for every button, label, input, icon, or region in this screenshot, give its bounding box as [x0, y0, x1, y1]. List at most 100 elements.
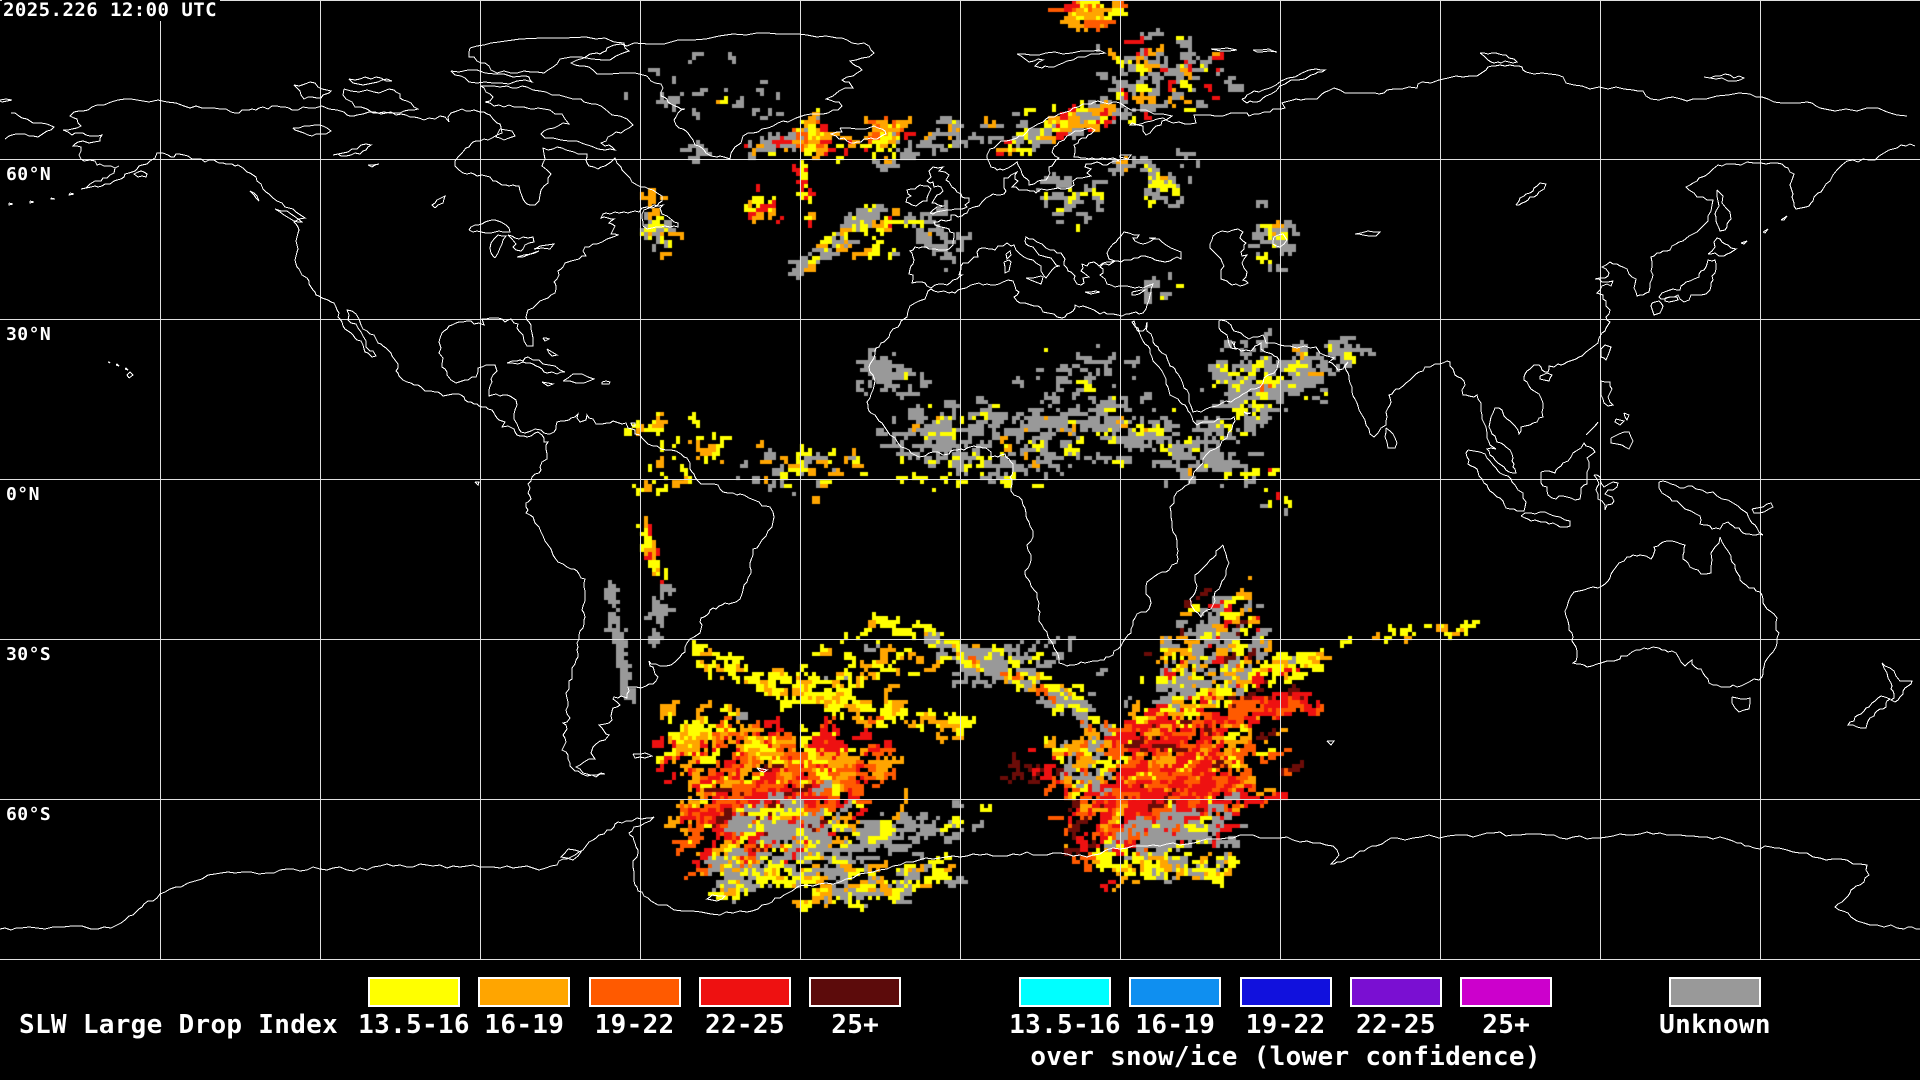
legend-swatch — [1239, 977, 1332, 1007]
legend-swatch — [588, 977, 681, 1007]
coast-sulawesi — [1593, 474, 1619, 511]
coast-sumatra — [1465, 449, 1527, 512]
coast-lake-baikal — [1515, 182, 1547, 206]
coast-aleut4 — [8, 202, 14, 206]
coast-samar — [1623, 412, 1630, 422]
coast-southampton — [495, 128, 516, 141]
coast-socotra — [1243, 411, 1252, 415]
coast-hainan — [1539, 372, 1553, 382]
coast-kyushu — [1650, 300, 1664, 316]
coast-galapagos — [474, 481, 480, 486]
coast-lake-ladoga — [1119, 154, 1132, 160]
coast-newsiberian — [1703, 73, 1746, 82]
coast-kerguelen — [1326, 740, 1335, 746]
coast-borneo — [1540, 442, 1596, 501]
coast-ireland — [905, 184, 932, 207]
coast-hokkaido — [1707, 237, 1738, 257]
coast-hawaii_big — [126, 371, 134, 379]
coast-nz_south — [1847, 695, 1892, 729]
coast-cuba — [506, 356, 566, 375]
coast-palawan — [1585, 421, 1599, 436]
legend-label: Unknown — [1659, 1010, 1771, 1040]
coast-java — [1520, 511, 1571, 528]
coast-australia — [1564, 536, 1780, 688]
coast-berkner — [705, 894, 727, 902]
legend-label: 16-19 — [1135, 1010, 1216, 1040]
legend-swatch — [698, 977, 791, 1007]
coast-baffin — [480, 85, 634, 151]
coast-kodiak — [133, 170, 148, 178]
graticule — [0, 0, 1920, 960]
coast-crete — [1084, 290, 1101, 295]
coast-aleut1 — [68, 192, 75, 196]
legend-label: 13.5-16 — [1009, 1010, 1121, 1040]
coast-sicily — [1025, 275, 1044, 285]
coast-devon — [450, 69, 534, 85]
coast-lake-aral — [1272, 233, 1288, 248]
coast-falklands — [632, 752, 654, 759]
coast-lake-caspian — [1209, 228, 1249, 287]
legend-swatch — [1460, 977, 1553, 1007]
coast-franz1 — [1210, 47, 1238, 52]
coast-luzon — [1600, 380, 1615, 407]
coast-visayas — [1614, 418, 1625, 426]
lat-label: 30°N — [4, 324, 54, 345]
legend-label: 22-25 — [705, 1010, 785, 1040]
coast-nz_north — [1881, 662, 1913, 703]
coast-aleut3 — [29, 200, 35, 204]
coast-hispaniola — [562, 373, 596, 384]
coast-puertorico — [601, 380, 611, 385]
legend-label: 22-25 — [1356, 1010, 1436, 1040]
coast-lake-superior — [468, 219, 511, 234]
coastlines — [0, 32, 1920, 931]
coast-lake-athabasca — [367, 163, 380, 168]
coast-srilanka — [1384, 427, 1398, 449]
coast-tasmania — [1731, 696, 1751, 713]
coast-haida — [249, 190, 260, 202]
coast-aleut2 — [50, 197, 56, 200]
coast-americas — [62, 98, 775, 778]
legend-label: 16-19 — [484, 1010, 565, 1040]
coast-lake-gbear — [292, 124, 332, 137]
lat-label: 0°N — [4, 484, 42, 505]
coast-svalbard — [1016, 49, 1107, 69]
coast-sardinia — [1003, 259, 1012, 274]
coast-madagascar — [1189, 544, 1230, 618]
coast-antarctica — [0, 816, 1920, 931]
coast-trinidad — [630, 422, 636, 427]
legend-label: 25+ — [1482, 1010, 1531, 1040]
coast-ellesmere — [468, 36, 631, 74]
legend-swatch — [1129, 977, 1222, 1007]
coast-melville — [348, 76, 393, 86]
coast-corsica — [1005, 250, 1012, 261]
coast-banks — [293, 81, 332, 100]
coast-lake-ontario — [533, 243, 556, 250]
coast-jamaica — [541, 381, 555, 387]
coast-newguinea — [1658, 480, 1764, 536]
legend-swatch — [368, 977, 460, 1007]
coast-novaya — [1241, 68, 1327, 104]
coast-kuril1 — [1740, 240, 1748, 245]
lat-label: 60°N — [4, 164, 54, 185]
coast-honshu — [1658, 259, 1717, 303]
coast-lake-michigan — [489, 234, 507, 259]
lat-label: 30°S — [4, 644, 54, 665]
legend-swatch — [478, 977, 571, 1007]
coast-kuril3 — [1780, 215, 1788, 221]
legend-swatch — [1019, 977, 1111, 1007]
timestamp: 2025.226 12:00 UTC — [2, 0, 221, 21]
coast-newbritain — [1751, 502, 1774, 514]
coast-lake-huron — [507, 234, 535, 252]
coast-greenland — [569, 32, 875, 160]
coast-sakhalin — [1714, 189, 1732, 232]
coast-south_georgia — [756, 767, 769, 773]
legend-label: 19-22 — [1245, 1010, 1326, 1040]
coast-uk — [926, 166, 970, 215]
legend-label: 13.5-16 — [358, 1010, 470, 1040]
coast-lake-balkhash — [1354, 230, 1382, 237]
coast-franz2 — [1252, 48, 1278, 53]
coast-lake-erie — [516, 250, 540, 258]
coast-bahamas2 — [546, 348, 559, 357]
legend-subtitle: over snow/ice (lower confidence) — [1030, 1042, 1541, 1072]
